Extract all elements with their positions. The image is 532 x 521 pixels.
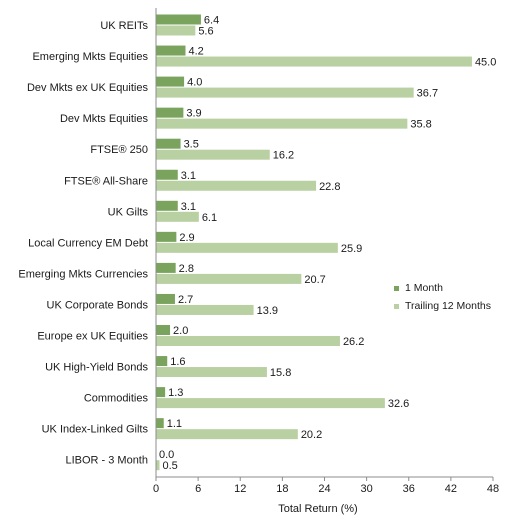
value-label: 6.1 [202, 212, 217, 224]
value-label: 2.7 [178, 294, 193, 306]
bar-trailing-12-months [156, 273, 302, 284]
bar-trailing-12-months [156, 87, 414, 98]
x-axis: 0 6 12 18 24 30 36 42 48 [153, 8, 499, 495]
value-labels: 6.45.6 4.2 45.0 4.0 36.7 3.9 35.8 3.5 16.2 3.1 22.… [159, 15, 496, 473]
bar-1-month [156, 262, 176, 273]
value-label: 20.2 [301, 429, 322, 441]
bar-1-month [156, 231, 177, 242]
value-label: 3.1 [181, 170, 196, 182]
value-label: 20.7 [304, 274, 325, 286]
bar-1-month [156, 387, 166, 398]
category-label: LIBOR - 3 Month [65, 455, 148, 467]
value-label: 0.5 [163, 460, 178, 472]
category-label: UK Gilts [108, 206, 149, 218]
bars [156, 14, 472, 471]
bar-1-month [156, 418, 164, 429]
value-label: 2.8 [179, 263, 194, 275]
bar-trailing-12-months [156, 460, 160, 471]
category-label: UK REITs [100, 20, 148, 32]
bar-trailing-12-months [156, 25, 196, 36]
legend-label: Trailing 12 Months [405, 300, 491, 312]
legend-label: 1 Month [405, 282, 443, 294]
value-label: 35.8 [410, 119, 431, 131]
value-label: 6.4 [204, 15, 219, 27]
value-label: 1.6 [170, 356, 185, 368]
bar-trailing-12-months [156, 367, 267, 378]
value-label: 26.2 [343, 336, 364, 348]
bar-trailing-12-months [156, 398, 385, 409]
x-tick-label: 12 [234, 483, 246, 495]
bar-trailing-12-months [156, 242, 338, 253]
value-label: 0.0 [159, 449, 174, 461]
legend-swatch-trailing-12-months [394, 304, 399, 309]
x-tick-label: 48 [487, 483, 499, 495]
category-label: Dev Mkts Equities [60, 113, 149, 125]
bar-trailing-12-months [156, 211, 199, 222]
category-label: Europe ex UK Equities [37, 331, 148, 343]
bar-1-month [156, 138, 181, 149]
value-label: 3.5 [184, 139, 199, 151]
x-tick-label: 30 [361, 483, 373, 495]
x-tick-label: 18 [276, 483, 288, 495]
bar-1-month [156, 325, 171, 335]
bar-1-month [156, 76, 185, 87]
category-label: Local Currency EM Debt [28, 237, 148, 249]
value-label: 1.1 [167, 418, 182, 430]
value-label: 13.9 [257, 305, 278, 317]
category-label: Dev Mkts ex UK Equities [27, 82, 149, 94]
bar-trailing-12-months [156, 429, 298, 440]
category-label: UK Index-Linked Gilts [42, 424, 149, 436]
value-label: 5.6 [198, 26, 213, 38]
bar-trailing-12-months [156, 336, 340, 346]
bar-trailing-12-months [156, 118, 408, 129]
bar-1-month [156, 14, 201, 25]
x-tick-label: 42 [445, 483, 457, 495]
category-label: FTSE® All-Share [64, 175, 148, 187]
category-labels: UK REITs Emerging Mkts Equities Dev Mkts e… [18, 20, 148, 467]
bar-1-month [156, 356, 168, 367]
legend-swatch-1-month [394, 286, 399, 291]
value-label: 15.8 [270, 367, 291, 379]
value-label: 45.0 [475, 57, 496, 69]
value-label: 22.8 [319, 181, 340, 193]
value-label: 36.7 [417, 88, 438, 100]
value-label: 25.9 [341, 243, 362, 255]
bar-trailing-12-months [156, 180, 317, 191]
value-label: 2.9 [179, 232, 194, 244]
category-label: UK Corporate Bonds [47, 299, 149, 311]
x-tick-label: 36 [403, 483, 415, 495]
value-label: 2.0 [173, 325, 188, 337]
category-label: Emerging Mkts Equities [32, 51, 148, 63]
value-label: 4.2 [188, 46, 203, 58]
category-label: Commodities [84, 393, 149, 405]
x-tick-label: 0 [153, 483, 159, 495]
value-label: 32.6 [388, 398, 409, 410]
bar-1-month [156, 107, 184, 118]
value-label: 16.2 [273, 150, 294, 162]
value-label: 3.1 [181, 201, 196, 213]
x-tick-label: 6 [195, 483, 201, 495]
x-tick-label: 24 [318, 483, 330, 495]
category-label: UK High-Yield Bonds [45, 362, 148, 374]
value-label: 1.3 [168, 387, 183, 399]
bar-trailing-12-months [156, 149, 270, 160]
bar-trailing-12-months [156, 56, 472, 67]
bar-trailing-12-months [156, 304, 254, 315]
legend: 1 Month Trailing 12 Months [394, 282, 491, 312]
bar-1-month [156, 200, 178, 211]
value-label: 3.9 [186, 108, 201, 120]
bar-1-month [156, 45, 186, 56]
value-label: 4.0 [187, 77, 202, 89]
category-label: FTSE® 250 [90, 144, 148, 156]
x-axis-label: Total Return (%) [278, 503, 357, 515]
bar-1-month [156, 169, 178, 180]
bar-1-month [156, 293, 175, 304]
category-label: Emerging Mkts Currencies [18, 268, 148, 280]
